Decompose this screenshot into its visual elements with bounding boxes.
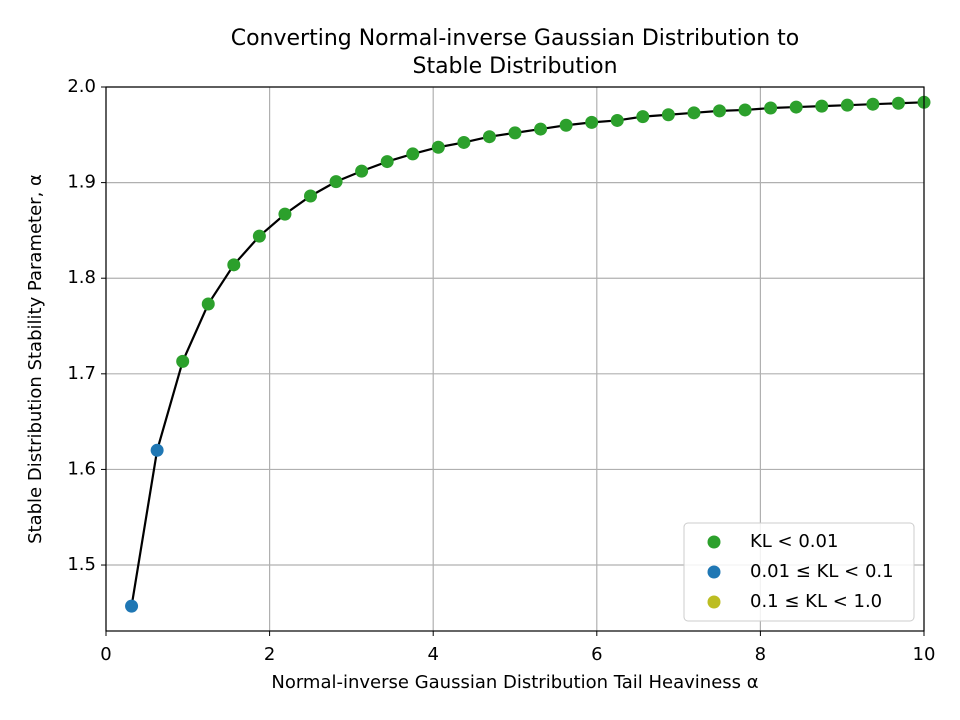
y-axis-label: Stable Distribution Stability Parameter,… [25, 174, 46, 544]
point [508, 126, 522, 140]
point [840, 98, 854, 112]
y-tick-label: 1.9 [67, 172, 96, 193]
point [201, 297, 215, 311]
point [559, 118, 573, 132]
point [764, 101, 778, 115]
x-tick-label: 4 [427, 644, 438, 665]
point [610, 113, 624, 127]
y-tick-label: 2.0 [67, 76, 96, 97]
point [380, 155, 394, 169]
y-tick-label: 1.5 [67, 554, 96, 575]
point [738, 103, 752, 117]
point [713, 104, 726, 118]
y-tick-label: 1.6 [67, 458, 96, 479]
point [482, 130, 496, 144]
y-tick-label: 1.7 [67, 363, 96, 384]
point [304, 189, 317, 203]
plot-frame [105, 86, 925, 632]
legend-label: 0.01 ≤ KL < 0.1 [750, 561, 894, 582]
point [227, 258, 241, 272]
chart-title: Converting Normal-inverse Gaussian Distr… [231, 26, 800, 51]
legend-marker [707, 565, 721, 579]
point [150, 443, 164, 457]
point [789, 100, 803, 114]
x-axis-label: Normal-inverse Gaussian Distribution Tai… [271, 672, 758, 693]
x-tick-label: 10 [913, 644, 936, 665]
x-tick-label: 2 [264, 644, 275, 665]
point [125, 599, 139, 613]
y-tick-label: 1.8 [67, 267, 96, 288]
legend-marker [707, 535, 721, 549]
point [329, 175, 343, 189]
legend-marker [707, 595, 721, 609]
point [406, 147, 420, 161]
legend-box [683, 522, 915, 622]
point [431, 140, 445, 154]
point [252, 229, 266, 243]
x-tick-label: 8 [755, 644, 766, 665]
x-tick-label: 0 [100, 644, 111, 665]
point [355, 164, 369, 178]
point [687, 106, 701, 120]
chart-title: Stable Distribution [412, 54, 617, 79]
point [534, 122, 548, 136]
point [636, 110, 650, 124]
point [585, 115, 599, 129]
legend-label: 0.1 ≤ KL < 1.0 [750, 591, 882, 612]
point [278, 207, 292, 221]
point [457, 135, 471, 149]
x-tick-label: 6 [591, 644, 602, 665]
point [891, 96, 905, 110]
point [661, 108, 675, 122]
point [815, 99, 829, 113]
point [866, 97, 880, 111]
legend-label: KL < 0.01 [750, 531, 838, 552]
point [176, 354, 190, 368]
